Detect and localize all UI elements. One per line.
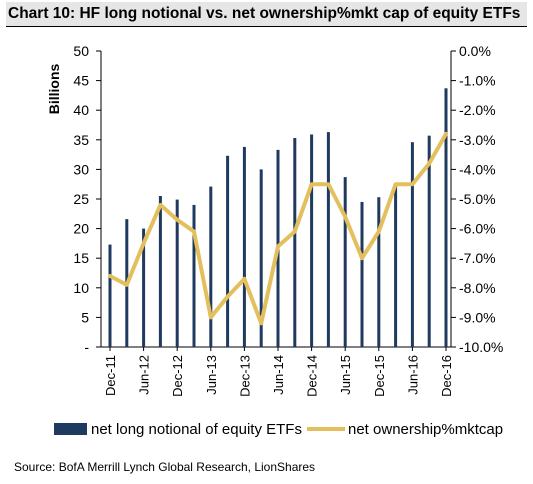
left-tick-label: 25 (73, 191, 89, 207)
bar (410, 142, 414, 347)
bar (108, 244, 112, 347)
bar (209, 186, 213, 347)
x-tick-label: Dec-13 (237, 355, 252, 397)
x-tick-label: Jun-12 (137, 355, 152, 395)
y-axis-label: Billions (46, 64, 62, 115)
line-series (108, 131, 448, 326)
bar (192, 204, 196, 347)
legend-swatch-bars (54, 423, 87, 435)
bar (360, 201, 364, 347)
bar (310, 134, 314, 347)
right-tick-label: -7.0% (459, 250, 496, 266)
right-tick-label: -4.0% (459, 161, 496, 177)
left-tick-label: 30 (73, 161, 89, 177)
legend: net long notional of equity ETFs net owne… (54, 421, 503, 438)
bar (377, 197, 381, 347)
x-tick-label: Jun-14 (271, 355, 286, 395)
left-tick-label: 20 (73, 221, 89, 237)
bar (326, 132, 330, 347)
left-tick-label: - (84, 339, 89, 355)
chart-title: Chart 10: HF long notional vs. net owner… (6, 2, 527, 26)
x-tick-label: Jun-16 (405, 355, 420, 395)
bar (394, 184, 398, 347)
x-tick-label: Jun-13 (204, 355, 219, 395)
bar (293, 138, 297, 347)
right-tick-label: -6.0% (459, 221, 496, 237)
left-tick-label: 15 (73, 250, 89, 266)
title-underline (6, 26, 527, 27)
bar (444, 88, 448, 347)
ownership-line (108, 131, 448, 326)
right-tick-label: -10.0% (459, 339, 503, 355)
right-tick-label: 0.0% (459, 43, 491, 59)
right-tick-label: -1.0% (459, 73, 496, 89)
bar (142, 228, 146, 347)
bar (427, 135, 431, 347)
right-tick-label: -8.0% (459, 280, 496, 296)
bar (242, 146, 246, 347)
legend-label-line: net ownership%mktcap (348, 421, 503, 438)
chart: - 5 10 15 20 25 30 35 40 45 50 -10.0% -9.0% -8.0% -7.0… (46, 43, 503, 438)
x-tick-label: Dec-12 (170, 355, 185, 397)
x-tick-label: Dec-15 (372, 355, 387, 397)
source-note: Source: BofA Merrill Lynch Global Resear… (14, 460, 316, 474)
left-tick-label: 5 (81, 309, 89, 325)
axes: - 5 10 15 20 25 30 35 40 45 50 -10.0% -9.0% -8.0% -7.0… (46, 43, 503, 397)
legend-label-bars: net long notional of equity ETFs (91, 421, 302, 438)
x-tick-label: Jun-15 (338, 355, 353, 395)
bar (158, 196, 162, 347)
left-tick-label: 45 (73, 73, 89, 89)
right-tick-label: -3.0% (459, 132, 496, 148)
bar (343, 177, 347, 347)
bar-series (108, 88, 448, 347)
left-tick-label: 50 (73, 43, 89, 59)
right-tick-label: -9.0% (459, 309, 496, 325)
x-tick-label: Dec-11 (103, 355, 118, 396)
left-tick-label: 10 (73, 280, 89, 296)
left-tick-label: 35 (73, 132, 89, 148)
bar (226, 155, 230, 347)
left-tick-label: 40 (73, 102, 89, 118)
right-tick-label: -5.0% (459, 191, 496, 207)
x-tick-label: Dec-16 (439, 355, 454, 397)
x-tick-label: Dec-14 (305, 355, 320, 397)
bar (175, 199, 179, 347)
bar (259, 169, 263, 347)
right-tick-label: -2.0% (459, 102, 496, 118)
